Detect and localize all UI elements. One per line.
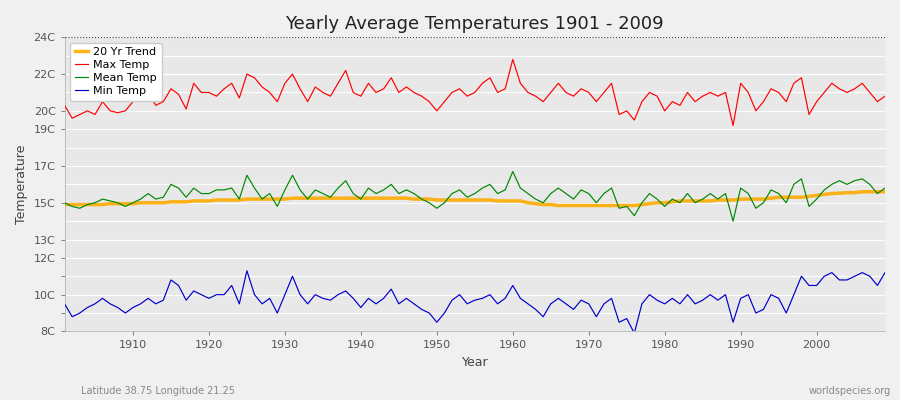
X-axis label: Year: Year [462,356,488,369]
Min Temp [294,292,305,297]
Line: 20 Yr Trend: 20 Yr Trend [65,192,885,206]
Line: Min Temp: Min Temp [65,271,885,333]
Mean Temp [333,186,344,190]
Max Temp [728,123,739,128]
Line: Max Temp: Max Temp [65,59,885,126]
20 Yr Trend [553,203,563,208]
Line: Mean Temp: Mean Temp [65,172,885,221]
Mean Temp [120,204,130,209]
Mean Temp [500,188,510,192]
Min Temp [629,331,640,336]
Y-axis label: Temperature: Temperature [15,145,28,224]
Min Temp [606,296,616,301]
20 Yr Trend [287,196,298,200]
Max Temp [606,81,616,86]
Max Temp [500,86,510,91]
Max Temp [59,103,70,108]
Max Temp [508,57,518,62]
Min Temp [515,296,526,301]
Mean Temp [879,186,890,190]
Title: Yearly Average Temperatures 1901 - 2009: Yearly Average Temperatures 1901 - 2009 [285,15,664,33]
Text: Latitude 38.75 Longitude 21.25: Latitude 38.75 Longitude 21.25 [81,386,235,396]
Mean Temp [728,219,739,224]
Min Temp [59,302,70,306]
Mean Temp [606,186,616,190]
Min Temp [508,283,518,288]
20 Yr Trend [120,201,130,206]
Mean Temp [508,169,518,174]
Mean Temp [59,200,70,205]
Min Temp [241,268,252,273]
Max Temp [515,81,526,86]
Max Temp [879,94,890,98]
20 Yr Trend [508,198,518,203]
20 Yr Trend [333,196,344,200]
20 Yr Trend [857,189,868,194]
Max Temp [287,72,298,76]
20 Yr Trend [606,203,616,208]
20 Yr Trend [59,202,70,207]
Min Temp [340,288,351,293]
Min Temp [879,270,890,275]
Max Temp [120,108,130,113]
Min Temp [120,311,130,316]
Legend: 20 Yr Trend, Max Temp, Mean Temp, Min Temp: 20 Yr Trend, Max Temp, Mean Temp, Min Te… [70,43,161,100]
20 Yr Trend [879,189,890,194]
Mean Temp [287,173,298,178]
Max Temp [333,81,344,86]
20 Yr Trend [500,198,510,203]
Text: worldspecies.org: worldspecies.org [809,386,891,396]
Mean Temp [515,186,526,190]
